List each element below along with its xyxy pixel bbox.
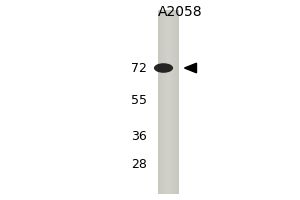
Bar <box>160 10 161 194</box>
Polygon shape <box>184 63 196 73</box>
Bar <box>168 10 169 194</box>
Bar <box>169 10 170 194</box>
Text: 28: 28 <box>131 158 147 170</box>
Text: A2058: A2058 <box>158 5 202 19</box>
Bar <box>169 10 170 194</box>
Bar <box>175 10 176 194</box>
Text: 55: 55 <box>131 94 147 106</box>
Bar <box>161 10 162 194</box>
Bar <box>158 10 178 194</box>
Bar <box>173 10 174 194</box>
Bar <box>163 10 164 194</box>
Bar <box>174 10 175 194</box>
Bar <box>178 10 179 194</box>
Bar <box>157 10 158 194</box>
Text: 36: 36 <box>131 130 147 142</box>
Bar <box>167 10 168 194</box>
Bar <box>171 10 172 194</box>
Bar <box>158 10 159 194</box>
Bar <box>164 10 165 194</box>
Bar <box>165 10 166 194</box>
Bar <box>177 10 178 194</box>
Bar <box>162 10 163 194</box>
Bar <box>176 10 177 194</box>
Ellipse shape <box>154 63 173 73</box>
Bar <box>172 10 173 194</box>
Bar <box>159 10 160 194</box>
Bar <box>170 10 171 194</box>
Text: 72: 72 <box>131 62 147 74</box>
